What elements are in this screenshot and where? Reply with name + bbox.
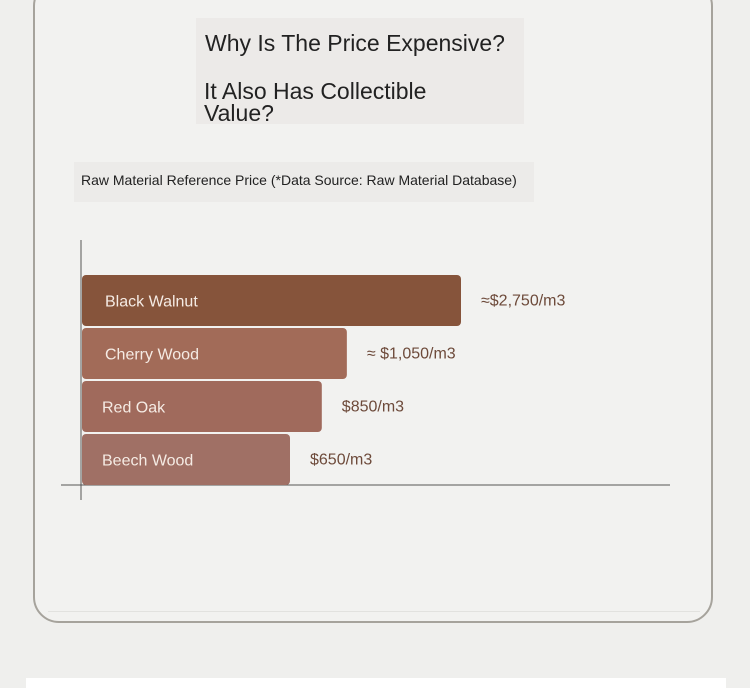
bar-value-label: ≈$2,750/m3	[481, 293, 565, 310]
bar-category-label: Red Oak	[102, 400, 166, 417]
bar-value-label: ≈ $1,050/m3	[367, 346, 456, 363]
card-divider	[48, 611, 700, 612]
bar-beech-wood	[82, 434, 290, 485]
bar-cherry-wood	[82, 328, 347, 379]
bar-red-oak	[82, 381, 322, 432]
bar-value-label: $850/m3	[342, 399, 404, 416]
heading-line-1: Why Is The Price Expensive?	[205, 30, 505, 56]
bar-category-label: Cherry Wood	[105, 347, 199, 364]
bar-value-label: $650/m3	[310, 452, 372, 469]
next-section-panel	[26, 678, 726, 688]
bar-category-label: Black Walnut	[105, 294, 198, 311]
chart-title-block	[74, 162, 534, 202]
bar-black-walnut	[82, 275, 461, 326]
bar-category-label: Beech Wood	[102, 453, 193, 470]
chart-title: Raw Material Reference Price (*Data Sour…	[81, 172, 517, 188]
heading-line-2: It Also Has Collectible Value?	[204, 78, 427, 126]
heading-block	[196, 18, 524, 124]
